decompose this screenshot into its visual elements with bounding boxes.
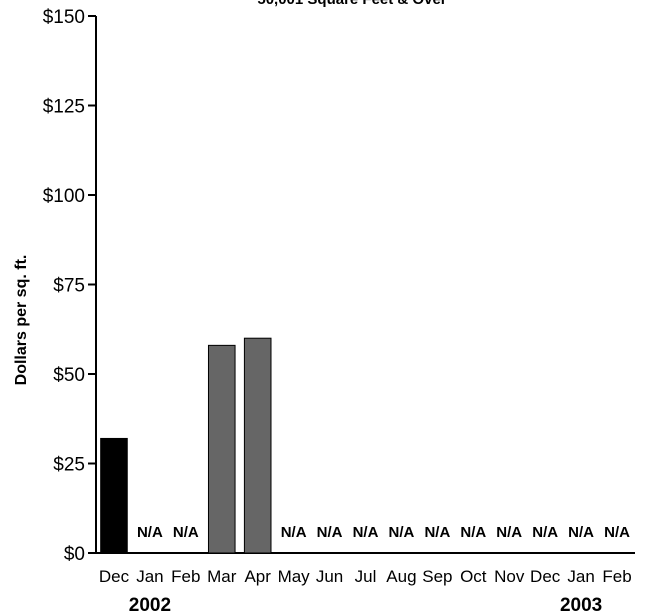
y-tick-label: $25 (53, 455, 85, 476)
na-label: N/A (424, 524, 450, 541)
na-label: N/A (137, 524, 163, 541)
year-labels: 2002 2003 (129, 595, 602, 615)
x-tick-label: Aug (386, 567, 416, 586)
y-axis-label: Dollars per sq. ft. (13, 255, 30, 386)
na-label: N/A (317, 524, 343, 541)
bar-mar (207, 344, 236, 554)
bar-apr (243, 337, 272, 554)
na-label: N/A (173, 524, 199, 541)
na-label: N/A (281, 524, 307, 541)
x-tick-label: Jun (316, 567, 343, 586)
na-label: N/A (389, 524, 415, 541)
x-tick-label: Apr (244, 567, 271, 586)
year-label: 2003 (560, 595, 602, 615)
year-label: 2002 (129, 595, 171, 615)
x-tick-label: Dec (99, 567, 130, 586)
x-tick-label: Mar (207, 567, 237, 586)
y-ticks: $0 $25 $50 $75 $100 $125 $150 (43, 7, 96, 565)
x-tick-label: Dec (530, 567, 561, 586)
na-label: N/A (568, 524, 594, 541)
x-tick-label: Jan (567, 567, 594, 586)
bar-dec (100, 437, 128, 554)
na-label: N/A (353, 524, 379, 541)
y-tick-label: $150 (43, 7, 85, 28)
x-tick-label: May (278, 567, 311, 586)
na-label: N/A (604, 524, 630, 541)
x-tick-label: Jul (355, 567, 377, 586)
x-tick-label: Feb (602, 567, 631, 586)
y-axis-label-group: Dollars per sq. ft. (13, 255, 30, 386)
x-tick-label: Sep (422, 567, 452, 586)
x-tick-label: Jan (136, 567, 163, 586)
x-ticks: Dec Jan Feb Mar Apr May Jun Jul Aug Sep Oct Nov Dec J… (99, 567, 632, 586)
na-labels: N/A N/A N/A N/A N/A N/A N/A N/A N/A N/A N/A N/A (137, 524, 630, 541)
y-tick-label: $125 (43, 97, 85, 118)
y-tick-label: $100 (43, 186, 85, 207)
chart-title: 50,001 Square Feet & Over (257, 0, 446, 8)
na-label: N/A (496, 524, 522, 541)
x-tick-label: Feb (171, 567, 200, 586)
y-tick-label: $50 (53, 365, 85, 386)
bars (100, 337, 272, 554)
na-label: N/A (532, 524, 558, 541)
x-tick-label: Nov (494, 567, 525, 586)
y-tick-label: $0 (64, 544, 85, 565)
x-tick-label: Oct (460, 567, 487, 586)
y-tick-label: $75 (53, 276, 85, 297)
na-label: N/A (460, 524, 486, 541)
